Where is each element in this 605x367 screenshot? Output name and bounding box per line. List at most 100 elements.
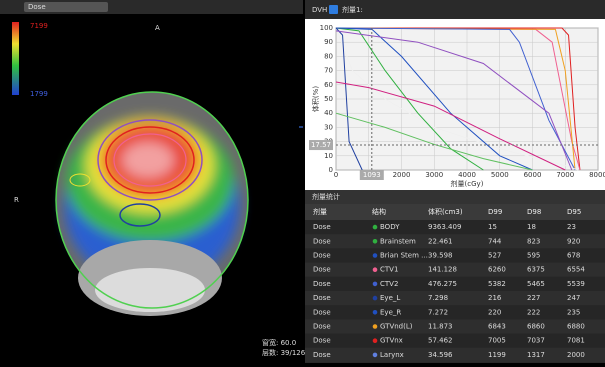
- table-cell: 6880: [567, 323, 585, 331]
- table-row[interactable]: [305, 291, 605, 306]
- colorbar-min: 1799: [30, 90, 48, 98]
- x-tick-label: 0: [334, 171, 338, 179]
- table-cell: 476.275: [428, 280, 457, 288]
- column-header[interactable]: D99: [488, 208, 502, 216]
- dvh-chart: 0102030405060708090100010002000300040005…: [309, 24, 605, 188]
- y-tick-label: 90: [324, 38, 333, 46]
- table-cell: Brian Stem ...: [380, 252, 428, 260]
- table-cell: GTVnd(L): [380, 323, 413, 331]
- table-cell: 920: [567, 237, 580, 245]
- stats-table: 剂量 结构 体积(cm3) D99 D98 D95 Dose BODY 9363.409 15 18…: [305, 204, 605, 362]
- table-cell: Dose: [313, 223, 331, 231]
- table-cell: Dose: [313, 252, 331, 260]
- dvh-curve: [335, 81, 566, 171]
- colorbar: [12, 22, 19, 95]
- dataset-label: Dose: [28, 3, 46, 11]
- dose-name: 剂量1:: [342, 5, 363, 14]
- table-cell: 1317: [527, 351, 545, 359]
- column-header[interactable]: D98: [527, 208, 541, 216]
- table-cell: 7037: [527, 337, 545, 345]
- structure-color: [372, 338, 378, 344]
- x-tick-label: 2000: [393, 171, 411, 179]
- x-tick-label: 7000: [556, 171, 574, 179]
- structure-color: [372, 324, 378, 329]
- table-cell: 5539: [567, 280, 585, 288]
- y-tick-label: 80: [324, 52, 333, 60]
- table-cell: 7081: [567, 337, 585, 345]
- dvh-label: DVH: [312, 6, 327, 14]
- table-cell: 34.596: [428, 351, 453, 359]
- table-cell: 2000: [567, 351, 585, 359]
- structure-color: [372, 239, 378, 244]
- table-cell: 6860: [527, 323, 545, 331]
- y-tick-label: 10: [324, 152, 333, 160]
- table-row[interactable]: [305, 319, 605, 334]
- table-cell: 216: [488, 294, 502, 302]
- column-header[interactable]: 结构: [372, 207, 386, 216]
- orientation-left: R: [14, 196, 19, 204]
- dvh-checkbox[interactable]: [329, 5, 338, 14]
- table-cell: Dose: [313, 308, 331, 316]
- table-cell: 5382: [488, 280, 506, 288]
- table-cell: CTV2: [380, 280, 398, 288]
- column-header[interactable]: 体积(cm3): [428, 207, 463, 216]
- y-tick-label: 40: [324, 109, 333, 117]
- table-cell: 18: [527, 223, 536, 231]
- y-tick-label: 50: [324, 95, 333, 103]
- table-row[interactable]: [305, 333, 605, 348]
- table-cell: 22.461: [428, 237, 453, 245]
- table-row[interactable]: [305, 305, 605, 320]
- table-cell: 1199: [488, 351, 506, 359]
- structure-color: [372, 253, 378, 258]
- dataset-dropdown[interactable]: [24, 2, 108, 12]
- dvh-curve: [335, 27, 533, 171]
- table-cell: 7.272: [428, 308, 448, 316]
- table-cell: 141.128: [428, 266, 457, 274]
- structure-color: [372, 267, 378, 273]
- table-cell: 247: [567, 294, 580, 302]
- column-header[interactable]: 剂量: [313, 207, 327, 216]
- table-cell: 527: [488, 252, 501, 260]
- structure-color: [372, 352, 378, 358]
- dvh-curve: [336, 27, 581, 171]
- table-cell: 6554: [567, 266, 585, 274]
- table-cell: Larynx: [380, 351, 404, 359]
- dvh-curve: [335, 27, 576, 171]
- x-tick-label: 3000: [425, 171, 443, 179]
- table-row[interactable]: [305, 347, 605, 362]
- x-tick-label: 4000: [458, 171, 476, 179]
- table-row[interactable]: [305, 248, 605, 263]
- table-cell: 235: [567, 308, 580, 316]
- table-cell: 823: [527, 237, 540, 245]
- table-cell: 23: [567, 223, 576, 231]
- table-cell: 7.298: [428, 294, 448, 302]
- x-tick-label: 8000: [589, 171, 605, 179]
- table-row[interactable]: [305, 234, 605, 249]
- y-axis-label: 体积(%): [311, 86, 320, 112]
- structure-color: [372, 310, 378, 315]
- table-cell: CTV1: [380, 266, 398, 274]
- table-cell: Brainstem: [380, 237, 416, 245]
- table-cell: BODY: [380, 223, 400, 231]
- table-cell: 6375: [527, 266, 545, 274]
- table-cell: Dose: [313, 294, 331, 302]
- table-cell: Dose: [313, 337, 331, 345]
- table-row[interactable]: [305, 220, 605, 235]
- table-cell: 595: [527, 252, 540, 260]
- table-titlebar: [305, 190, 605, 204]
- y-tick-label: 100: [320, 24, 333, 32]
- x-tick-label: 5000: [491, 171, 509, 179]
- table-cell: GTVnx: [380, 337, 403, 345]
- column-header[interactable]: D95: [567, 208, 581, 216]
- dvh-curve: [335, 27, 579, 171]
- crosshair-y-label: 17.57: [311, 141, 331, 149]
- table-row[interactable]: [305, 276, 605, 291]
- table-cell: Dose: [313, 280, 331, 288]
- table-row[interactable]: [305, 262, 605, 277]
- table-cell: 7005: [488, 337, 506, 345]
- structure-color: [372, 295, 378, 301]
- dvh-curve: [335, 30, 573, 171]
- table-cell: Dose: [313, 237, 331, 245]
- crosshair-y-box: [309, 140, 333, 151]
